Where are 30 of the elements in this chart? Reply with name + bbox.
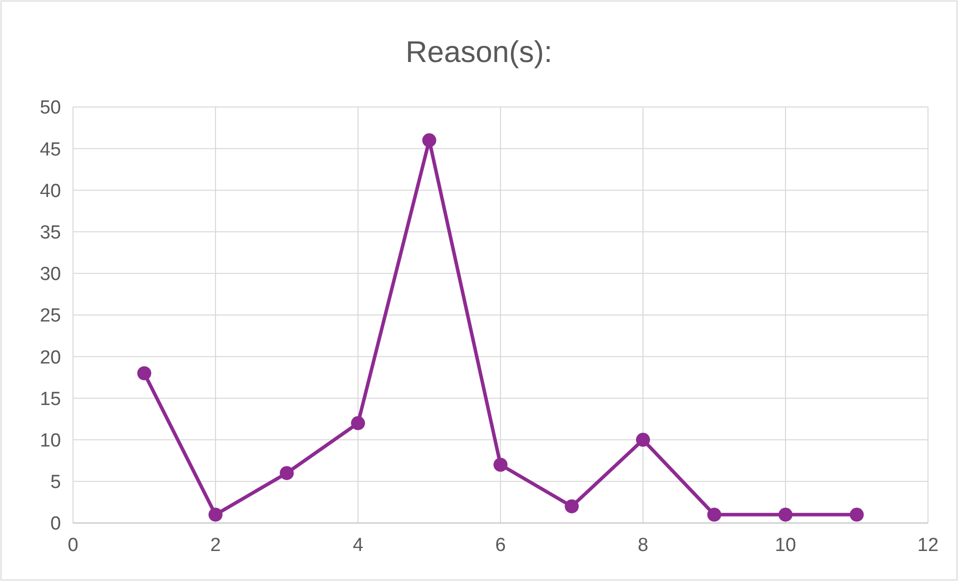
y-tick-label: 50 [40,98,61,119]
y-tick-label: 25 [40,306,61,327]
point [636,432,650,447]
x-tick-label: 8 [638,535,648,556]
y-tick-label: 0 [50,514,61,535]
point [778,508,792,522]
point [422,133,436,148]
y-tick-label: 10 [40,430,61,452]
point [351,416,365,430]
x-tick-label: 10 [774,535,796,556]
y-tick-label: 20 [40,347,61,368]
point [280,466,294,480]
y-tick-label: 45 [40,139,61,160]
y-tick-label: 30 [40,264,61,286]
y-tick-label: 5 [50,472,61,494]
x-tick-label: 4 [352,535,364,556]
x-tick-label: 6 [495,535,506,556]
x-tick-label: 0 [68,535,78,556]
x-tick-label: 12 [917,535,939,556]
point [564,499,579,514]
point [850,508,864,522]
y-tick-label: 40 [40,180,61,202]
chart-title: Reason(s): [406,36,552,69]
point [494,458,508,472]
point [208,508,222,522]
x-tick-label: 2 [210,535,221,556]
point [707,508,722,522]
y-tick-label: 35 [40,222,61,244]
y-tick-label: 15 [40,388,61,410]
point [137,366,152,380]
